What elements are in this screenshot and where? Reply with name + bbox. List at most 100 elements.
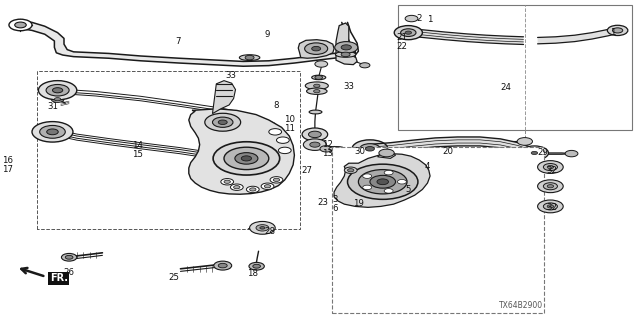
Circle shape: [269, 129, 282, 135]
Bar: [332, 147, 544, 313]
Circle shape: [9, 19, 32, 31]
Text: 32: 32: [546, 203, 557, 212]
Circle shape: [303, 139, 326, 150]
Circle shape: [394, 26, 422, 40]
Text: 10: 10: [284, 115, 295, 124]
Polygon shape: [212, 81, 236, 114]
Text: 13: 13: [322, 149, 333, 158]
Ellipse shape: [335, 52, 356, 57]
Circle shape: [214, 261, 232, 270]
Circle shape: [370, 175, 396, 188]
Ellipse shape: [309, 110, 322, 114]
Text: 16: 16: [2, 156, 13, 165]
Polygon shape: [22, 21, 355, 66]
Text: 27: 27: [301, 166, 313, 175]
Circle shape: [212, 117, 233, 127]
Circle shape: [230, 184, 243, 190]
Ellipse shape: [307, 88, 327, 94]
Text: 1: 1: [428, 15, 433, 24]
Circle shape: [405, 15, 418, 22]
Text: 29: 29: [538, 148, 548, 157]
Text: 5: 5: [406, 185, 411, 194]
Circle shape: [607, 25, 628, 36]
Circle shape: [38, 81, 77, 100]
Circle shape: [205, 113, 241, 131]
Circle shape: [365, 147, 374, 151]
Polygon shape: [336, 23, 357, 65]
Circle shape: [315, 61, 328, 67]
Ellipse shape: [305, 82, 328, 90]
Circle shape: [32, 122, 73, 142]
Circle shape: [302, 128, 328, 141]
Polygon shape: [538, 27, 618, 44]
Text: 6: 6: [333, 204, 338, 212]
Polygon shape: [378, 149, 396, 158]
Circle shape: [384, 170, 393, 175]
Circle shape: [310, 142, 320, 147]
Circle shape: [346, 201, 351, 204]
Circle shape: [61, 253, 77, 261]
Polygon shape: [370, 137, 534, 157]
Circle shape: [531, 151, 538, 155]
Text: FR.: FR.: [50, 273, 68, 284]
Circle shape: [547, 185, 554, 188]
Circle shape: [276, 137, 289, 143]
Circle shape: [543, 183, 557, 190]
Circle shape: [314, 84, 320, 87]
Circle shape: [343, 199, 355, 205]
Text: 23: 23: [317, 198, 329, 207]
Circle shape: [358, 170, 407, 194]
Text: TX64B2900: TX64B2900: [499, 301, 543, 310]
Circle shape: [401, 29, 416, 36]
Circle shape: [543, 164, 557, 171]
Text: 24: 24: [500, 83, 511, 92]
Ellipse shape: [239, 55, 260, 60]
Circle shape: [538, 161, 563, 173]
Circle shape: [341, 52, 350, 57]
Circle shape: [213, 142, 280, 175]
Text: 1: 1: [611, 28, 616, 36]
Circle shape: [245, 55, 254, 60]
Circle shape: [218, 263, 227, 268]
Circle shape: [308, 131, 321, 138]
Text: 33: 33: [343, 82, 355, 91]
Circle shape: [234, 186, 240, 189]
Circle shape: [379, 149, 394, 157]
Text: 20: 20: [442, 147, 454, 156]
Text: 22: 22: [396, 42, 408, 51]
Polygon shape: [408, 28, 524, 44]
Circle shape: [250, 188, 256, 191]
Text: 19: 19: [353, 199, 364, 208]
Text: 14: 14: [132, 141, 143, 150]
Circle shape: [278, 147, 291, 154]
Circle shape: [221, 179, 234, 185]
Circle shape: [250, 221, 275, 234]
Text: 15: 15: [132, 150, 143, 159]
Circle shape: [315, 76, 323, 79]
Text: 28: 28: [264, 228, 276, 236]
Circle shape: [612, 28, 623, 33]
Circle shape: [335, 42, 358, 53]
Circle shape: [363, 174, 372, 178]
Text: 17: 17: [2, 165, 13, 174]
Text: 18: 18: [247, 269, 259, 278]
Circle shape: [344, 167, 357, 173]
Text: 32: 32: [546, 166, 557, 175]
Circle shape: [397, 180, 406, 184]
Circle shape: [384, 189, 393, 193]
Circle shape: [261, 183, 274, 189]
Circle shape: [363, 185, 372, 190]
Circle shape: [249, 262, 264, 270]
Circle shape: [260, 227, 265, 229]
Circle shape: [312, 46, 321, 51]
Circle shape: [341, 45, 351, 50]
Circle shape: [565, 150, 578, 157]
Circle shape: [360, 144, 380, 154]
Circle shape: [377, 179, 388, 185]
Circle shape: [314, 90, 320, 93]
Circle shape: [246, 186, 259, 193]
Circle shape: [520, 146, 548, 160]
Circle shape: [264, 185, 271, 188]
Circle shape: [256, 225, 269, 231]
Circle shape: [337, 196, 360, 208]
